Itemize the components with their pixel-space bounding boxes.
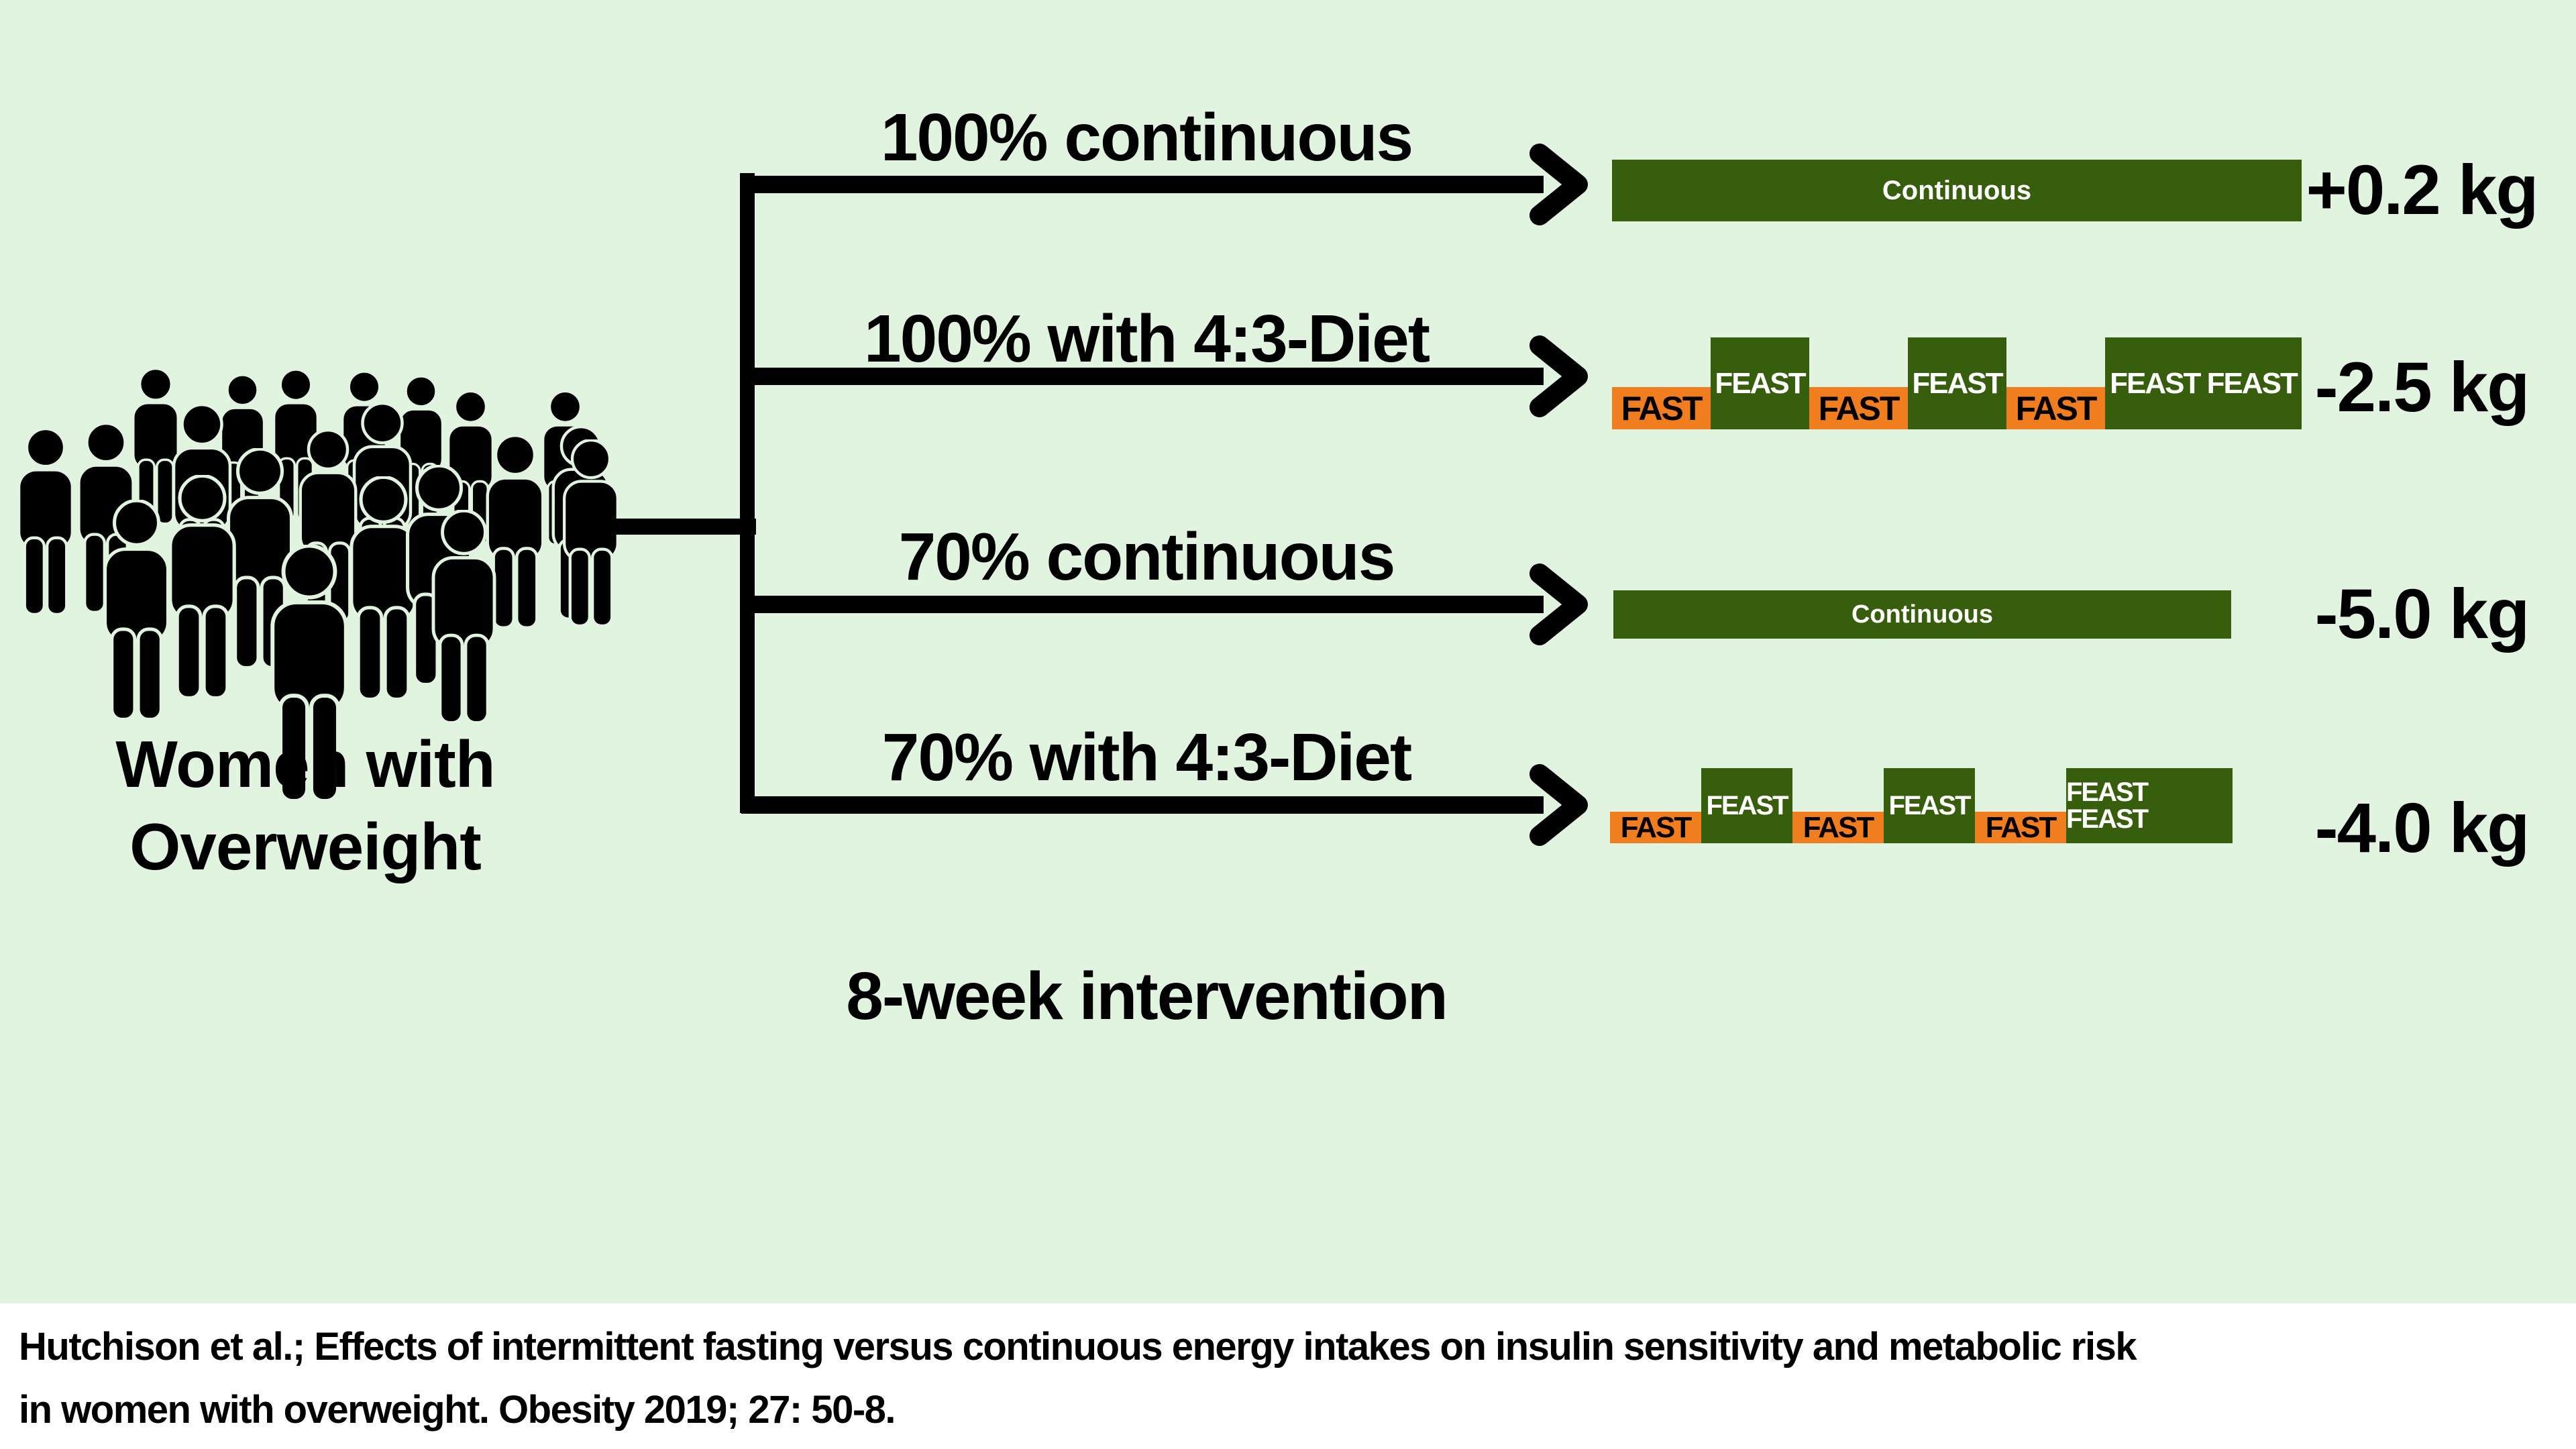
result-100-43diet: -2.5 kg [2314,348,2530,427]
citation-band: Hutchison et al.; Effects of intermitten… [0,1303,2576,1449]
population-label-line1: Women with [115,727,495,801]
continuous-bar-100-label: Continuous [1882,176,2032,205]
tree-trunk-line [740,173,755,813]
fast-block: FAST [1975,812,2066,843]
feast-feast-block: FEAST FEAST [2105,337,2302,429]
tree-connector-line [609,519,756,535]
result-100-continuous: +0.2 kg [2306,151,2539,229]
feast-block: FEAST [1884,768,1975,843]
population-label-line2: Overweight [129,810,482,884]
continuous-bar-70: Continuous [1613,590,2231,639]
branch-label-70-43diet: 70% with 4:3-Diet [881,720,1412,795]
fast-block: FAST [1809,387,1908,429]
result-70-43diet: -4.0 kg [2314,789,2530,867]
branch-label-70-continuous: 70% continuous [898,519,1396,594]
citation-line2: in women with overweight. Obesity 2019; … [19,1388,896,1432]
fast-block: FAST [2006,387,2105,429]
fast-block: FAST [1612,387,1711,429]
feast-block: FEAST [1701,768,1792,843]
branch-arrow [741,564,1588,645]
feast-block: FEAST [1908,337,2006,429]
branch-label-100-continuous: 100% continuous [880,100,1413,175]
continuous-bar-70-label: Continuous [1851,600,1994,629]
population-label: Women with Overweight [37,723,574,889]
branch-arrow [741,764,1588,846]
branch-arrow [741,144,1588,225]
duration-note: 8-week intervention [846,959,1448,1034]
result-70-continuous: -5.0 kg [2314,575,2530,653]
feast-block: FEAST [1711,337,1809,429]
branch-label-100-43diet: 100% with 4:3-Diet [863,301,1430,376]
citation-line1: Hutchison et al.; Effects of intermitten… [19,1325,2137,1368]
continuous-bar-100: Continuous [1612,160,2302,221]
branch-arrow [741,335,1588,417]
fast-block: FAST [1610,812,1701,843]
feast-feast-block: FEAST FEAST [2066,768,2233,843]
fast-block: FAST [1792,812,1884,843]
